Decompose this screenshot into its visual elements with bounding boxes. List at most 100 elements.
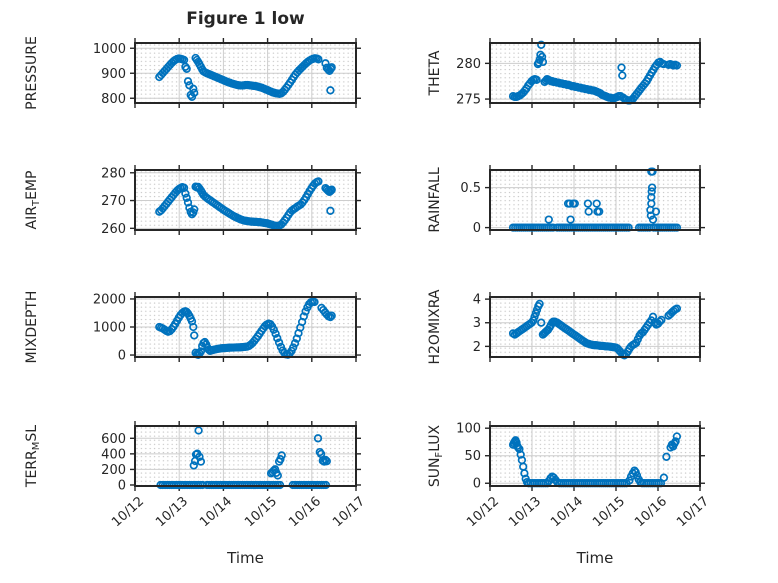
axes-box bbox=[134, 169, 357, 231]
axes-box bbox=[489, 169, 701, 231]
y-tick-label: 0 bbox=[473, 221, 481, 236]
data-point-marker bbox=[655, 317, 664, 326]
y-tick-labels: 800 900 1000 bbox=[93, 42, 126, 107]
data-point-marker bbox=[190, 331, 199, 340]
y-axis-label-text: EMP bbox=[24, 170, 40, 200]
data-point-marker bbox=[538, 57, 548, 67]
y-axis-label-subscript: T bbox=[31, 199, 42, 207]
data-point-marker bbox=[326, 86, 335, 95]
subplot-theta: 275 280 bbox=[456, 38, 705, 108]
data-point-marker bbox=[190, 88, 199, 97]
data-point-marker bbox=[196, 347, 206, 356]
y-tick-labels: 260 270 280 bbox=[101, 166, 126, 237]
data-point-marker bbox=[659, 473, 669, 482]
data-point-marker bbox=[301, 307, 310, 316]
y-axis-label-text: SL bbox=[24, 424, 40, 442]
y-tick-labels: 00.5 bbox=[460, 181, 481, 236]
data-point-marker bbox=[648, 167, 657, 176]
y-tick-label: 0.5 bbox=[460, 181, 481, 196]
y-tick-label: 1000 bbox=[93, 321, 126, 336]
y-tick-label: 3 bbox=[473, 316, 481, 331]
y-tick-label: 0 bbox=[118, 349, 126, 364]
major-grid bbox=[135, 426, 356, 486]
data-points bbox=[155, 297, 336, 359]
data-point-marker bbox=[618, 71, 627, 80]
data-point-marker bbox=[672, 61, 682, 70]
data-point-marker bbox=[584, 207, 593, 216]
data-point-marker bbox=[327, 311, 336, 320]
axes-box bbox=[134, 425, 357, 487]
subplot-h2omixra: 2 3 4 bbox=[473, 292, 705, 362]
y-tick-label: 0 bbox=[118, 479, 126, 494]
data-point-marker bbox=[671, 437, 680, 446]
y-tick-labels: 0 50 100 bbox=[456, 422, 481, 492]
y-axis-label-text: MIXDEPTH bbox=[24, 290, 40, 364]
y-axis-label-sun-flux: SUN F LUX bbox=[427, 376, 445, 536]
y-axis-label-text: SUN bbox=[427, 457, 443, 488]
data-point-marker bbox=[314, 177, 323, 186]
data-point-marker bbox=[196, 457, 206, 466]
data-points bbox=[155, 53, 336, 101]
data-point-marker bbox=[647, 193, 656, 202]
y-tick-label: 0 bbox=[473, 477, 481, 492]
data-point-marker bbox=[190, 205, 199, 214]
data-point-marker bbox=[194, 426, 203, 435]
data-point-marker bbox=[269, 325, 278, 334]
data-point-marker bbox=[617, 63, 626, 72]
data-point-marker bbox=[570, 199, 579, 208]
data-point-marker bbox=[314, 55, 323, 64]
y-tick-label: 1000 bbox=[93, 42, 126, 57]
data-point-marker bbox=[672, 304, 682, 313]
axes-box bbox=[489, 425, 701, 487]
data-point-marker bbox=[327, 185, 336, 194]
data-point-marker bbox=[648, 215, 658, 224]
subplot-pressure: 800 900 1000 bbox=[93, 38, 361, 108]
data-point-marker bbox=[662, 452, 671, 461]
y-tick-labels: 2 3 4 bbox=[473, 293, 481, 355]
axes-box bbox=[489, 42, 701, 104]
data-point-marker bbox=[535, 299, 544, 309]
data-point-marker bbox=[595, 207, 604, 216]
data-points bbox=[508, 299, 682, 360]
data-point-marker bbox=[513, 443, 523, 452]
data-point-marker bbox=[537, 52, 547, 62]
data-point-marker bbox=[310, 297, 319, 307]
y-tick-label: 280 bbox=[101, 166, 126, 181]
data-point-marker bbox=[326, 312, 335, 322]
major-grid bbox=[135, 43, 356, 103]
data-point-marker bbox=[592, 199, 601, 208]
x-axis-title-right: Time bbox=[576, 549, 614, 567]
data-point-marker bbox=[182, 64, 191, 73]
y-axis-label-terr-msl: TERR M SL bbox=[24, 376, 42, 536]
data-point-marker bbox=[647, 187, 656, 196]
data-point-marker bbox=[274, 338, 284, 347]
y-axis-label-text: LUX bbox=[427, 424, 443, 452]
x-axis-title-left: Time bbox=[227, 549, 264, 567]
y-axis-label-text: THETA bbox=[427, 50, 443, 96]
axes-box bbox=[134, 42, 357, 104]
data-point-marker bbox=[544, 215, 553, 224]
axes-box bbox=[489, 296, 701, 358]
data-point-marker bbox=[651, 207, 661, 216]
data-point-marker bbox=[537, 318, 546, 327]
data-point-marker bbox=[273, 334, 282, 343]
y-tick-label: 600 bbox=[101, 432, 126, 447]
subplot-mixdepth: 0 1000 2000 bbox=[93, 292, 361, 364]
y-axis-label-subscript: F bbox=[434, 451, 445, 458]
subplot-rainfall: 00.5 bbox=[460, 165, 705, 236]
y-tick-label: 100 bbox=[456, 422, 481, 437]
data-points bbox=[508, 40, 682, 105]
data-point-marker bbox=[289, 343, 298, 352]
y-tick-label: 2000 bbox=[93, 293, 126, 308]
data-point-marker bbox=[625, 476, 634, 485]
y-tick-label: 280 bbox=[456, 57, 481, 72]
y-tick-label: 900 bbox=[101, 67, 126, 82]
figure-title: Figure 1 low bbox=[186, 9, 305, 29]
data-point-marker bbox=[195, 452, 204, 461]
data-point-marker bbox=[327, 63, 336, 72]
data-point-marker bbox=[565, 199, 574, 208]
y-tick-label: 275 bbox=[456, 93, 481, 108]
